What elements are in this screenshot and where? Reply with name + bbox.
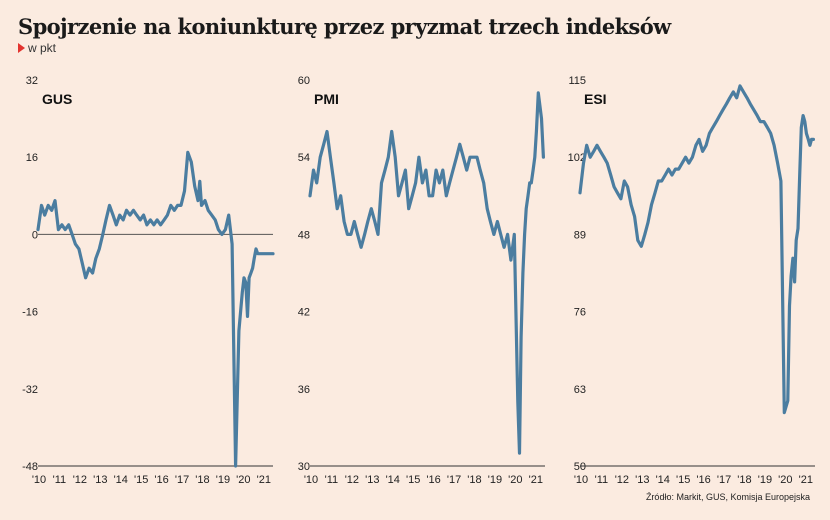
- gus-xtick-label: '21: [257, 474, 271, 486]
- gus-xtick-label: '17: [175, 474, 189, 486]
- esi-xtick-label: '17: [717, 474, 731, 486]
- unit-label: w pkt: [18, 41, 56, 55]
- gus-ytick-label: 32: [26, 75, 38, 87]
- esi-ytick-label: 50: [574, 461, 586, 473]
- gus-xtick-label: '16: [154, 474, 168, 486]
- unit-text: w pkt: [28, 41, 57, 55]
- esi-xtick-label: '12: [615, 474, 629, 486]
- pmi-xtick-label: '10: [304, 474, 318, 486]
- pmi-xtick-label: '19: [488, 474, 502, 486]
- pmi-ytick-label: 36: [298, 384, 310, 396]
- pmi-ytick-label: 30: [298, 461, 310, 473]
- esi-xtick-label: '13: [635, 474, 649, 486]
- esi-ytick-label: 115: [568, 75, 586, 87]
- pmi-ytick-label: 54: [298, 152, 310, 164]
- pmi-xtick-label: '14: [386, 474, 400, 486]
- pmi-series-line: [308, 91, 546, 455]
- esi-panel-label: ESI: [584, 91, 607, 107]
- pmi-xtick-label: '13: [365, 474, 379, 486]
- esi-xtick-label: '11: [595, 474, 609, 486]
- pmi-ytick-label: 42: [298, 307, 310, 319]
- esi-ytick-label: 89: [574, 229, 586, 241]
- gus-xtick-label: '20: [236, 474, 250, 486]
- pmi-xtick-label: '12: [345, 474, 359, 486]
- gus-xtick-label: '18: [195, 474, 209, 486]
- pmi-ytick-label: 48: [298, 229, 310, 241]
- pmi-panel-label: PMI: [314, 91, 339, 107]
- pmi-xtick-label: '15: [406, 474, 420, 486]
- source-note: Źródło: Markit, GUS, Komisja Europejska: [645, 492, 810, 502]
- esi-xtick-label: '21: [799, 474, 813, 486]
- pmi-xtick-label: '16: [426, 474, 440, 486]
- pmi-xtick-label: '20: [508, 474, 522, 486]
- esi-xtick-label: '15: [676, 474, 690, 486]
- gus-ytick-label: -16: [22, 307, 38, 319]
- pmi-ytick-label: 60: [298, 75, 310, 87]
- gus-xtick-label: '15: [134, 474, 148, 486]
- gus-ytick-label: 16: [26, 152, 38, 164]
- esi-ytick-label: 63: [574, 384, 586, 396]
- gus-xtick-label: '14: [114, 474, 128, 486]
- pmi-xtick-label: '17: [447, 474, 461, 486]
- esi-xtick-label: '14: [656, 474, 670, 486]
- esi-ytick-label: 76: [574, 307, 586, 319]
- gus-xtick-label: '19: [216, 474, 230, 486]
- esi-xtick-label: '19: [758, 474, 772, 486]
- chart-title: Spojrzenie na koniunkturę przez pryzmat …: [18, 14, 671, 39]
- gus-series-line: [36, 150, 275, 468]
- esi-xtick-label: '18: [737, 474, 751, 486]
- esi-xtick-label: '16: [696, 474, 710, 486]
- gus-xtick-label: '11: [53, 474, 67, 486]
- esi-ytick-label: 102: [568, 152, 586, 164]
- esi-xtick-label: '20: [778, 474, 792, 486]
- triangle-icon: [18, 43, 25, 53]
- gus-xtick-label: '12: [73, 474, 87, 486]
- pmi-xtick-label: '18: [467, 474, 481, 486]
- gus-ytick-label: 0: [32, 229, 38, 241]
- gus-ytick-label: -48: [22, 461, 38, 473]
- pmi-xtick-label: '11: [325, 474, 339, 486]
- esi-series-line: [578, 84, 816, 415]
- pmi-xtick-label: '21: [529, 474, 543, 486]
- esi-xtick-label: '10: [574, 474, 588, 486]
- gus-xtick-label: '10: [32, 474, 46, 486]
- gus-xtick-label: '13: [93, 474, 107, 486]
- gus-panel-label: GUS: [42, 91, 72, 107]
- gus-ytick-label: -32: [22, 384, 38, 396]
